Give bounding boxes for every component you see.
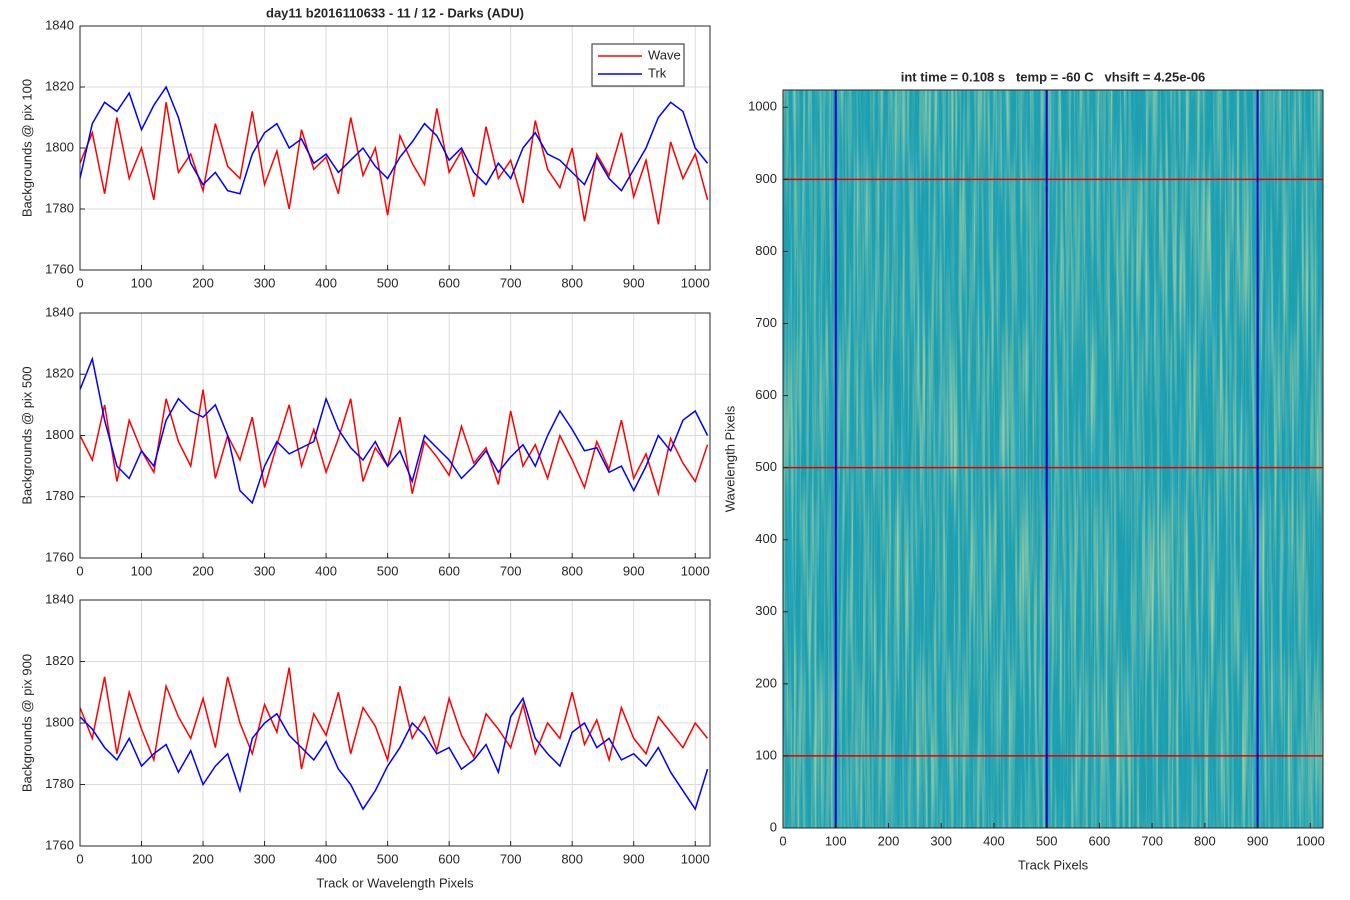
x-tick-label: 300	[930, 833, 952, 848]
x-tick-label: 300	[254, 563, 276, 578]
x-tick-label: 300	[254, 851, 276, 866]
y-axis-label: Wavelength Pixels	[722, 405, 737, 512]
x-axis-label: Track Pixels	[1018, 857, 1089, 872]
y-axis-label: Backgrounds @ pix 900	[19, 654, 34, 792]
legend-label: Trk	[648, 65, 667, 80]
axes-frame	[79, 599, 711, 847]
x-tick-label: 700	[1141, 833, 1163, 848]
y-axis-label: Backgrounds @ pix 500	[19, 366, 34, 504]
y-tick-label: 1800	[45, 714, 74, 729]
x-tick-label: 0	[76, 563, 83, 578]
x-tick-label: 0	[76, 851, 83, 866]
x-tick-label: 400	[315, 563, 337, 578]
x-tick-label: 500	[377, 563, 399, 578]
y-tick-label: 1840	[45, 304, 74, 319]
x-tick-label: 700	[500, 851, 522, 866]
x-tick-label: 500	[377, 851, 399, 866]
data-line	[80, 102, 709, 225]
y-tick-label: 1840	[45, 591, 74, 606]
legend-label: Wave	[648, 47, 681, 62]
data-line	[80, 85, 709, 195]
data-line	[80, 667, 709, 770]
x-tick-label: 600	[438, 275, 460, 290]
x-tick-label: 800	[1194, 833, 1216, 848]
y-tick-label: 300	[755, 603, 777, 618]
data-line	[80, 696, 709, 811]
y-tick-label: 1760	[45, 837, 74, 852]
data-line	[80, 356, 709, 505]
x-tick-label: 100	[131, 275, 153, 290]
y-tick-label: 500	[755, 459, 777, 474]
x-tick-label: 600	[1089, 833, 1111, 848]
x-tick-label: 200	[192, 851, 214, 866]
y-tick-label: 100	[755, 747, 777, 762]
x-tick-label: 400	[315, 275, 337, 290]
x-tick-label: 0	[76, 275, 83, 290]
x-tick-label: 600	[438, 851, 460, 866]
x-tick-label: 1000	[681, 275, 710, 290]
legend-box	[591, 43, 685, 87]
image-texture	[783, 90, 1323, 828]
x-tick-label: 0	[779, 833, 786, 848]
chart-title: day11 b2016110633 - 11 / 12 - Darks (ADU…	[266, 5, 524, 20]
chart-title: int time = 0.108 s temp = -60 C vhsift =…	[901, 69, 1206, 84]
y-tick-label: 1820	[45, 78, 74, 93]
x-tick-label: 500	[1036, 833, 1058, 848]
x-tick-label: 800	[561, 275, 583, 290]
y-tick-label: 0	[770, 819, 777, 834]
x-tick-label: 900	[623, 275, 645, 290]
x-tick-label: 900	[623, 851, 645, 866]
y-tick-label: 1820	[45, 366, 74, 381]
x-tick-label: 900	[1247, 833, 1269, 848]
y-tick-label: 900	[755, 171, 777, 186]
y-tick-label: 1760	[45, 261, 74, 276]
x-tick-label: 800	[561, 851, 583, 866]
x-tick-label: 200	[192, 275, 214, 290]
y-tick-label: 1000	[748, 99, 777, 114]
y-tick-label: 1780	[45, 200, 74, 215]
y-tick-label: 1760	[45, 549, 74, 564]
x-tick-label: 400	[983, 833, 1005, 848]
x-tick-label: 200	[878, 833, 900, 848]
x-axis-label: Track or Wavelength Pixels	[316, 875, 474, 890]
x-tick-label: 100	[131, 563, 153, 578]
y-tick-label: 800	[755, 243, 777, 258]
axes-frame	[79, 312, 711, 559]
x-tick-label: 700	[500, 275, 522, 290]
x-tick-label: 100	[131, 851, 153, 866]
x-tick-label: 100	[825, 833, 847, 848]
axes-frame	[79, 25, 711, 271]
x-tick-label: 1000	[681, 563, 710, 578]
y-tick-label: 1780	[45, 488, 74, 503]
x-tick-label: 400	[315, 851, 337, 866]
y-tick-label: 200	[755, 675, 777, 690]
x-tick-label: 1000	[1296, 833, 1325, 848]
x-tick-label: 800	[561, 563, 583, 578]
y-tick-label: 1800	[45, 139, 74, 154]
data-line	[80, 389, 709, 497]
x-tick-label: 1000	[681, 851, 710, 866]
y-tick-label: 400	[755, 531, 777, 546]
x-tick-label: 300	[254, 275, 276, 290]
y-tick-label: 1820	[45, 653, 74, 668]
y-tick-label: 1780	[45, 776, 74, 791]
x-tick-label: 900	[623, 563, 645, 578]
x-tick-label: 200	[192, 563, 214, 578]
x-tick-label: 700	[500, 563, 522, 578]
x-tick-label: 600	[438, 563, 460, 578]
axes-frame	[782, 89, 1324, 829]
y-tick-label: 600	[755, 387, 777, 402]
y-tick-label: 1800	[45, 427, 74, 442]
y-tick-label: 1840	[45, 17, 74, 32]
y-tick-label: 700	[755, 315, 777, 330]
x-tick-label: 500	[377, 275, 399, 290]
y-axis-label: Backgrounds @ pix 100	[19, 79, 34, 217]
